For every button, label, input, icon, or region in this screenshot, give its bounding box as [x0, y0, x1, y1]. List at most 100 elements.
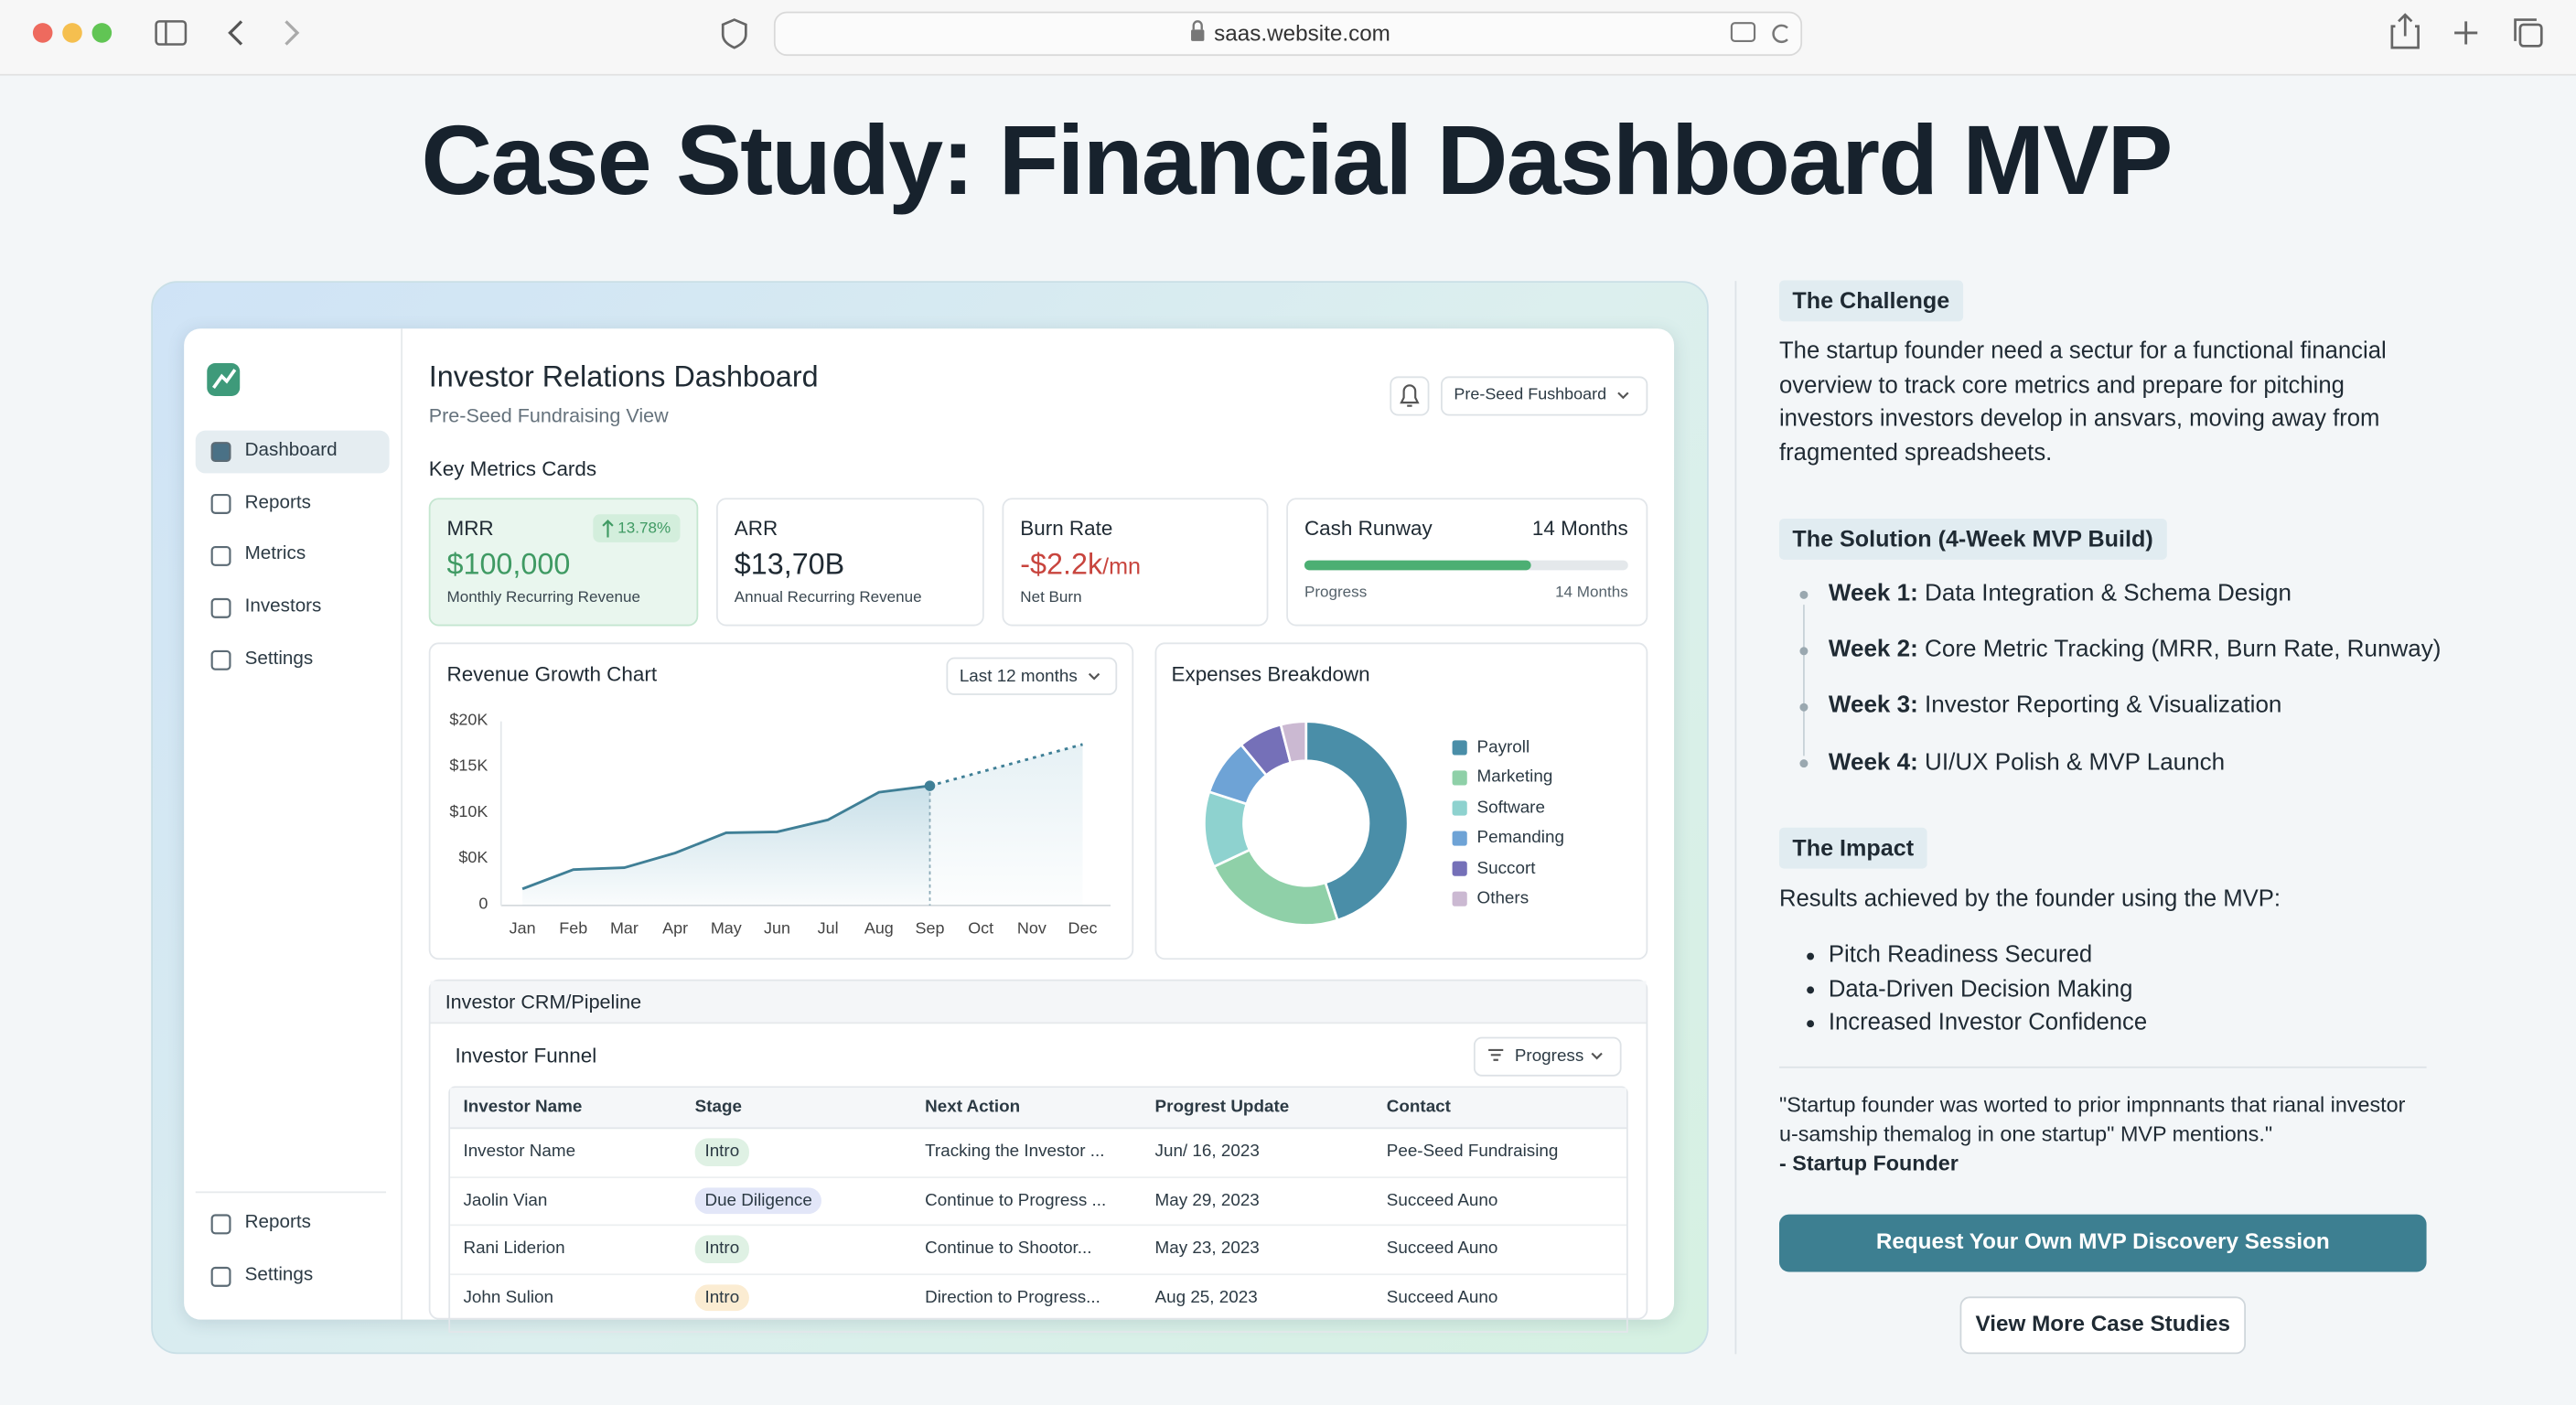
progress-label: Progress: [1304, 584, 1368, 603]
bell-button[interactable]: [1390, 376, 1430, 416]
secondary-button[interactable]: [1959, 1296, 2247, 1355]
x-tick-label: May: [710, 920, 742, 938]
chevron: [1617, 391, 1629, 400]
new-tab-icon: [2454, 21, 2478, 45]
chart-title: Expenses Breakdown: [1171, 662, 1370, 687]
nav-item[interactable]: Reports: [244, 1212, 311, 1233]
legend-swatch: [1452, 800, 1467, 816]
table-cell: Succeed Auno: [1386, 1239, 1498, 1259]
card-label: ARR: [734, 516, 778, 541]
column-header: Contact: [1386, 1097, 1451, 1118]
card-caption: Annual Recurring Revenue: [734, 588, 922, 607]
impact-item: Pitch Readiness Secured: [1828, 942, 2093, 969]
chevron: [1088, 672, 1100, 681]
table-cell: Continue to Shootor...: [925, 1239, 1092, 1259]
y-tick-label: $10K: [449, 803, 488, 822]
tabs-icon: [2518, 23, 2543, 48]
section-tag: The Impact: [1778, 827, 1927, 869]
donut-slice: [1279, 720, 1308, 765]
week-label: Week 1:: [1828, 580, 1918, 607]
week-text: UI/UX Polish & MVP Launch: [1925, 749, 2226, 776]
metric-card: [716, 498, 984, 627]
view-select[interactable]: [1441, 376, 1648, 416]
week-item: Week 2: Core Metric Tracking (MRR, Burn …: [1829, 637, 2442, 665]
lock-icon: [1191, 29, 1205, 41]
nav-icon: [210, 1214, 231, 1235]
timeline-dot: [1799, 702, 1809, 712]
table-cell: Jaolin Vian: [463, 1190, 548, 1210]
table-cell: Pee-Seed Fundraising: [1386, 1142, 1559, 1162]
range-select-label: Last 12 months: [959, 666, 1078, 687]
donut-slice: [1212, 848, 1339, 927]
translate-icon: [1730, 22, 1756, 42]
legend-label: Succort: [1476, 858, 1536, 878]
cta-button[interactable]: [1778, 1214, 2427, 1272]
challenge-text: The startup founder need a sectur for a …: [1778, 338, 2387, 467]
nav-item[interactable]: Settings: [244, 1265, 314, 1286]
sidebar-separator: [195, 1191, 387, 1194]
timeline-dot: [1799, 759, 1809, 768]
filter-button[interactable]: [1473, 1036, 1622, 1077]
reload-icon: [1772, 24, 1788, 44]
lock-icon: [1192, 20, 1203, 30]
table-cell: Continue to Progress ...: [925, 1190, 1107, 1210]
nav-item[interactable]: Reports: [244, 492, 311, 513]
nav-item[interactable]: Investors: [244, 596, 322, 617]
table-cell: May 29, 2023: [1154, 1190, 1260, 1210]
window-button: [32, 23, 53, 43]
nav-icon: [210, 442, 231, 462]
impact-item: Data-Driven Decision Making: [1828, 975, 2133, 1003]
shield-icon: [721, 18, 747, 49]
url: saas.website.com: [1214, 21, 1390, 47]
nav-icon: [210, 1266, 231, 1287]
range-select[interactable]: [946, 657, 1118, 695]
week-item: Week 1: Data Integration & Schema Design: [1829, 581, 2292, 609]
badge-value: 13.78%: [617, 520, 671, 538]
x-tick-label: Nov: [1016, 920, 1046, 938]
forecast-line: [929, 743, 1083, 788]
table-header: [450, 1088, 1626, 1130]
nav-item[interactable]: Settings: [244, 649, 314, 669]
x-tick-label: Oct: [968, 920, 994, 938]
dashboard-subheading: Pre-Seed Fundraising View: [428, 403, 669, 427]
badge-arrow: [602, 519, 614, 538]
sidebar-icon: [155, 20, 188, 46]
column-header: Next Action: [925, 1097, 1021, 1118]
filter-icon: [1488, 1048, 1504, 1061]
nav-item[interactable]: Metrics: [244, 544, 306, 565]
card-value: 14 Months: [1531, 516, 1628, 541]
table-cell: Tracking the Investor ...: [925, 1142, 1105, 1162]
revenue-line: [521, 784, 930, 891]
legend-label: Marketing: [1476, 767, 1553, 788]
card-caption: Net Burn: [1020, 588, 1082, 607]
nav-icon: [210, 597, 231, 618]
table-cell: John Sulion: [463, 1287, 554, 1308]
funnel-title: Investor Funnel: [455, 1044, 597, 1067]
week-text: Core Metric Tracking (MRR, Burn Rate, Ru…: [1925, 637, 2442, 663]
sidebar-divider: [401, 328, 403, 1320]
share-icon: [2390, 13, 2420, 49]
tabs-icon: [2514, 18, 2537, 41]
url-bar[interactable]: [773, 11, 1803, 57]
card-caption: Monthly Recurring Revenue: [446, 588, 640, 607]
card-value: $100,000: [446, 547, 571, 581]
crm-title: Investor CRM/Pipeline: [445, 990, 642, 1014]
card-label: Cash Runway: [1304, 516, 1433, 541]
legend-label: Payroll: [1476, 737, 1530, 757]
nav-item[interactable]: Dashboard: [244, 440, 338, 461]
metrics-heading: Key Metrics Cards: [428, 457, 597, 481]
table-cell: Succeed Auno: [1386, 1190, 1498, 1210]
x-tick-label: Feb: [559, 920, 588, 938]
legend-label: Others: [1476, 888, 1530, 908]
row-divider: [450, 1175, 1626, 1178]
stage-tag: Due Diligence: [694, 1186, 822, 1215]
column-divider: [1734, 281, 1737, 1355]
table-cell: Succeed Auno: [1386, 1287, 1498, 1308]
table-cell: Direction to Progress...: [925, 1287, 1100, 1308]
nav-icon: [210, 545, 231, 566]
page-title: Case Study: Financial Dashboard MVP: [421, 104, 2173, 216]
row-divider: [450, 1272, 1626, 1275]
legend-label: Software: [1476, 798, 1545, 818]
cta-label: Request Your Own MVP Discovery Session: [1875, 1228, 2330, 1254]
